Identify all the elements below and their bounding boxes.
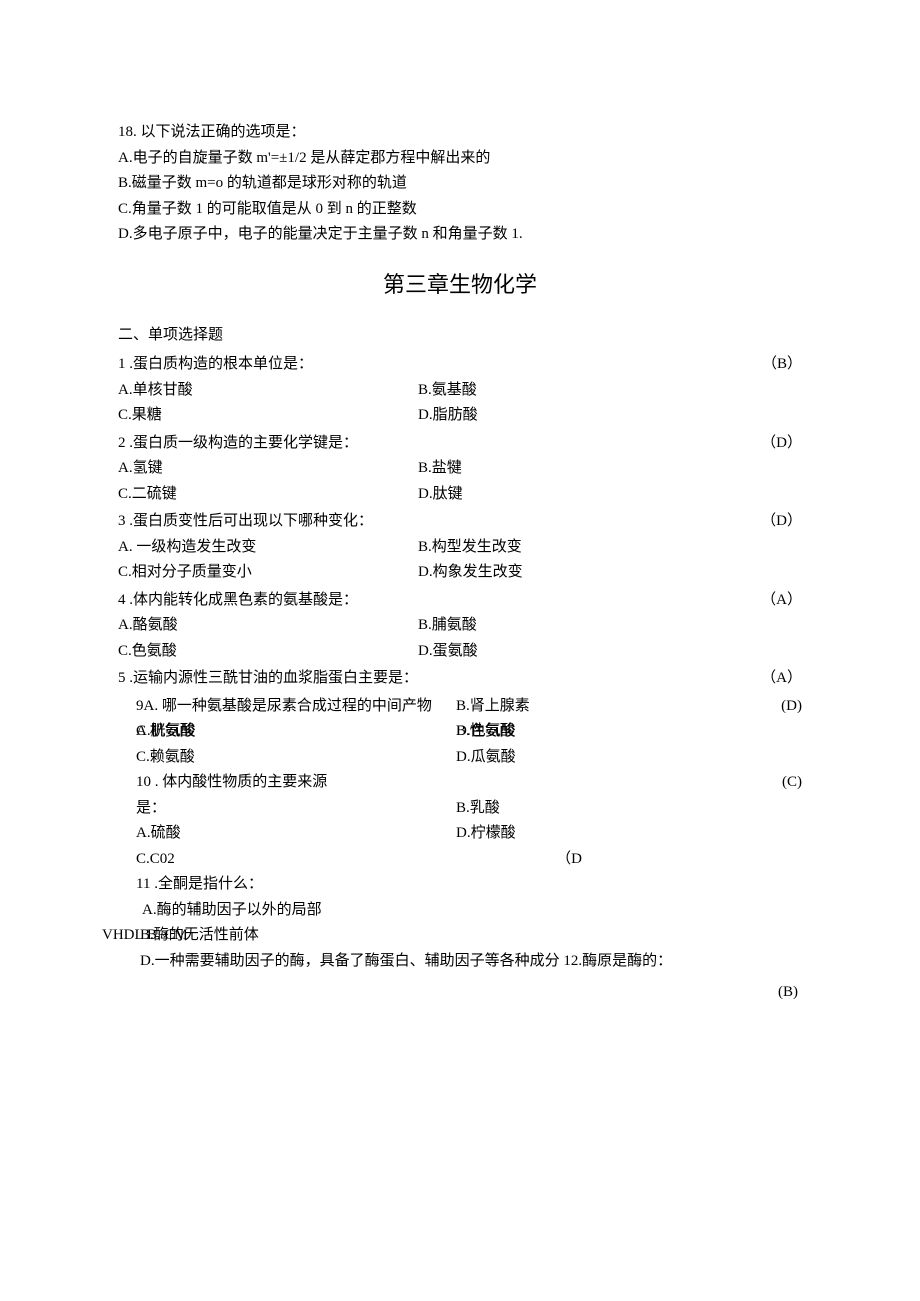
q10-stem-2: 是： (136, 796, 456, 822)
q4-opt-a: A.酪氨酸 (118, 613, 418, 639)
q11-stem: 11 .全酮是指什么： (136, 872, 802, 898)
q1-opt-c: C.果糖 (118, 403, 418, 429)
section-label: 二、单项选择题 (118, 323, 802, 349)
q3-opt-c: C.相对分子质量变小 (118, 560, 418, 586)
q1-opt-a: A.单核甘酸 (118, 378, 418, 404)
q4-answer: （A） (742, 588, 802, 614)
q2-opt-d: D.肽键 (418, 482, 802, 508)
q11-opt-b: B.酶的无活性前体 (118, 927, 259, 943)
q3-opt-d: D.构象发生改变 (418, 560, 802, 586)
q4-stem: 4 .体内能转化成黑色素的氨基酸是： (118, 588, 742, 614)
q2-opt-a: A.氢键 (118, 456, 418, 482)
q18-stem: 18. 以下说法正确的选项是： (118, 120, 802, 146)
overlap-row1-left: 9A. 哪一种氨基酸是尿素合成过程的中间产物 (136, 694, 456, 720)
q10-trail: （D (456, 847, 742, 873)
q2-opt-c: C.二硫键 (118, 482, 418, 508)
q4-opt-c: C.色氨酸 (118, 639, 418, 665)
q18-opt-a: A.电子的自旋量子数 m'=±1/2 是从薛定郡方程中解出来的 (118, 146, 802, 172)
q18-opt-b: B.磁量子数 m=o 的轨道都是球形对称的轨道 (118, 171, 802, 197)
q3-opt-a: A. 一级构造发生改变 (118, 535, 418, 561)
q10-answer: (C) (742, 770, 802, 796)
overlap-row1-ans: (D) (742, 694, 802, 720)
q10-opt-c: C.C02 (136, 847, 456, 873)
q1-answer: （B） (742, 352, 802, 378)
q18-opt-d: D.多电子原子中，电子的能量决定于主量子数 n 和角量子数 1. (118, 222, 802, 248)
q4-opt-d: D.蛋氨酸 (418, 639, 802, 665)
overlap-row3-c: C.赖氨酸 (136, 745, 456, 771)
q10-opt-b: B.乳酸 (456, 796, 742, 822)
q2-opt-b: B.盐犍 (418, 456, 802, 482)
overlap-row2-c: C 机氨酸 (136, 723, 195, 739)
q2-stem: 2 .蛋白质一级构造的主要化学键是： (118, 431, 742, 457)
q5-answer: （A） (742, 666, 802, 692)
q18-opt-c: C.角量子数 1 的可能取值是从 0 到 n 的正整数 (118, 197, 802, 223)
q2-answer: （D） (742, 431, 802, 457)
q11-opt-d: D.一种需要辅助因子的酶，具备了酶蛋白、辅助因子等各种成分 12.酶原是酶的： (118, 949, 802, 975)
q11-opt-a: A.酶的辅助因子以外的局部 (136, 898, 802, 924)
q3-answer: （D） (742, 509, 802, 535)
overlap-row2-d: D.色氨酸 (456, 723, 516, 739)
overlap-row3-d: D.瓜氨酸 (456, 745, 742, 771)
q3-stem: 3 .蛋白质变性后可出现以下哪种变化： (118, 509, 742, 535)
q10-stem-1: 10 . 体内酸性物质的主要来源 (136, 770, 456, 796)
q10-opt-a: A.硫酸 (136, 821, 456, 847)
q1-stem: 1 .蛋白质构造的根本单位是： (118, 352, 742, 378)
chapter-title: 第三章生物化学 (118, 266, 802, 303)
q12-answer: (B) (118, 980, 802, 1006)
q3-opt-b: B.构型发生改变 (418, 535, 802, 561)
q10-opt-d: D.柠檬酸 (456, 821, 742, 847)
q4-opt-b: B.脯氨酸 (418, 613, 802, 639)
overlap-row1-right: B.肾上腺素 (456, 694, 742, 720)
q1-opt-b: B.氨基酸 (418, 378, 802, 404)
q1-opt-d: D.脂肪酸 (418, 403, 802, 429)
q5-stem: 5 .运输内源性三酰甘油的血浆脂蛋白主要是： (118, 666, 742, 692)
